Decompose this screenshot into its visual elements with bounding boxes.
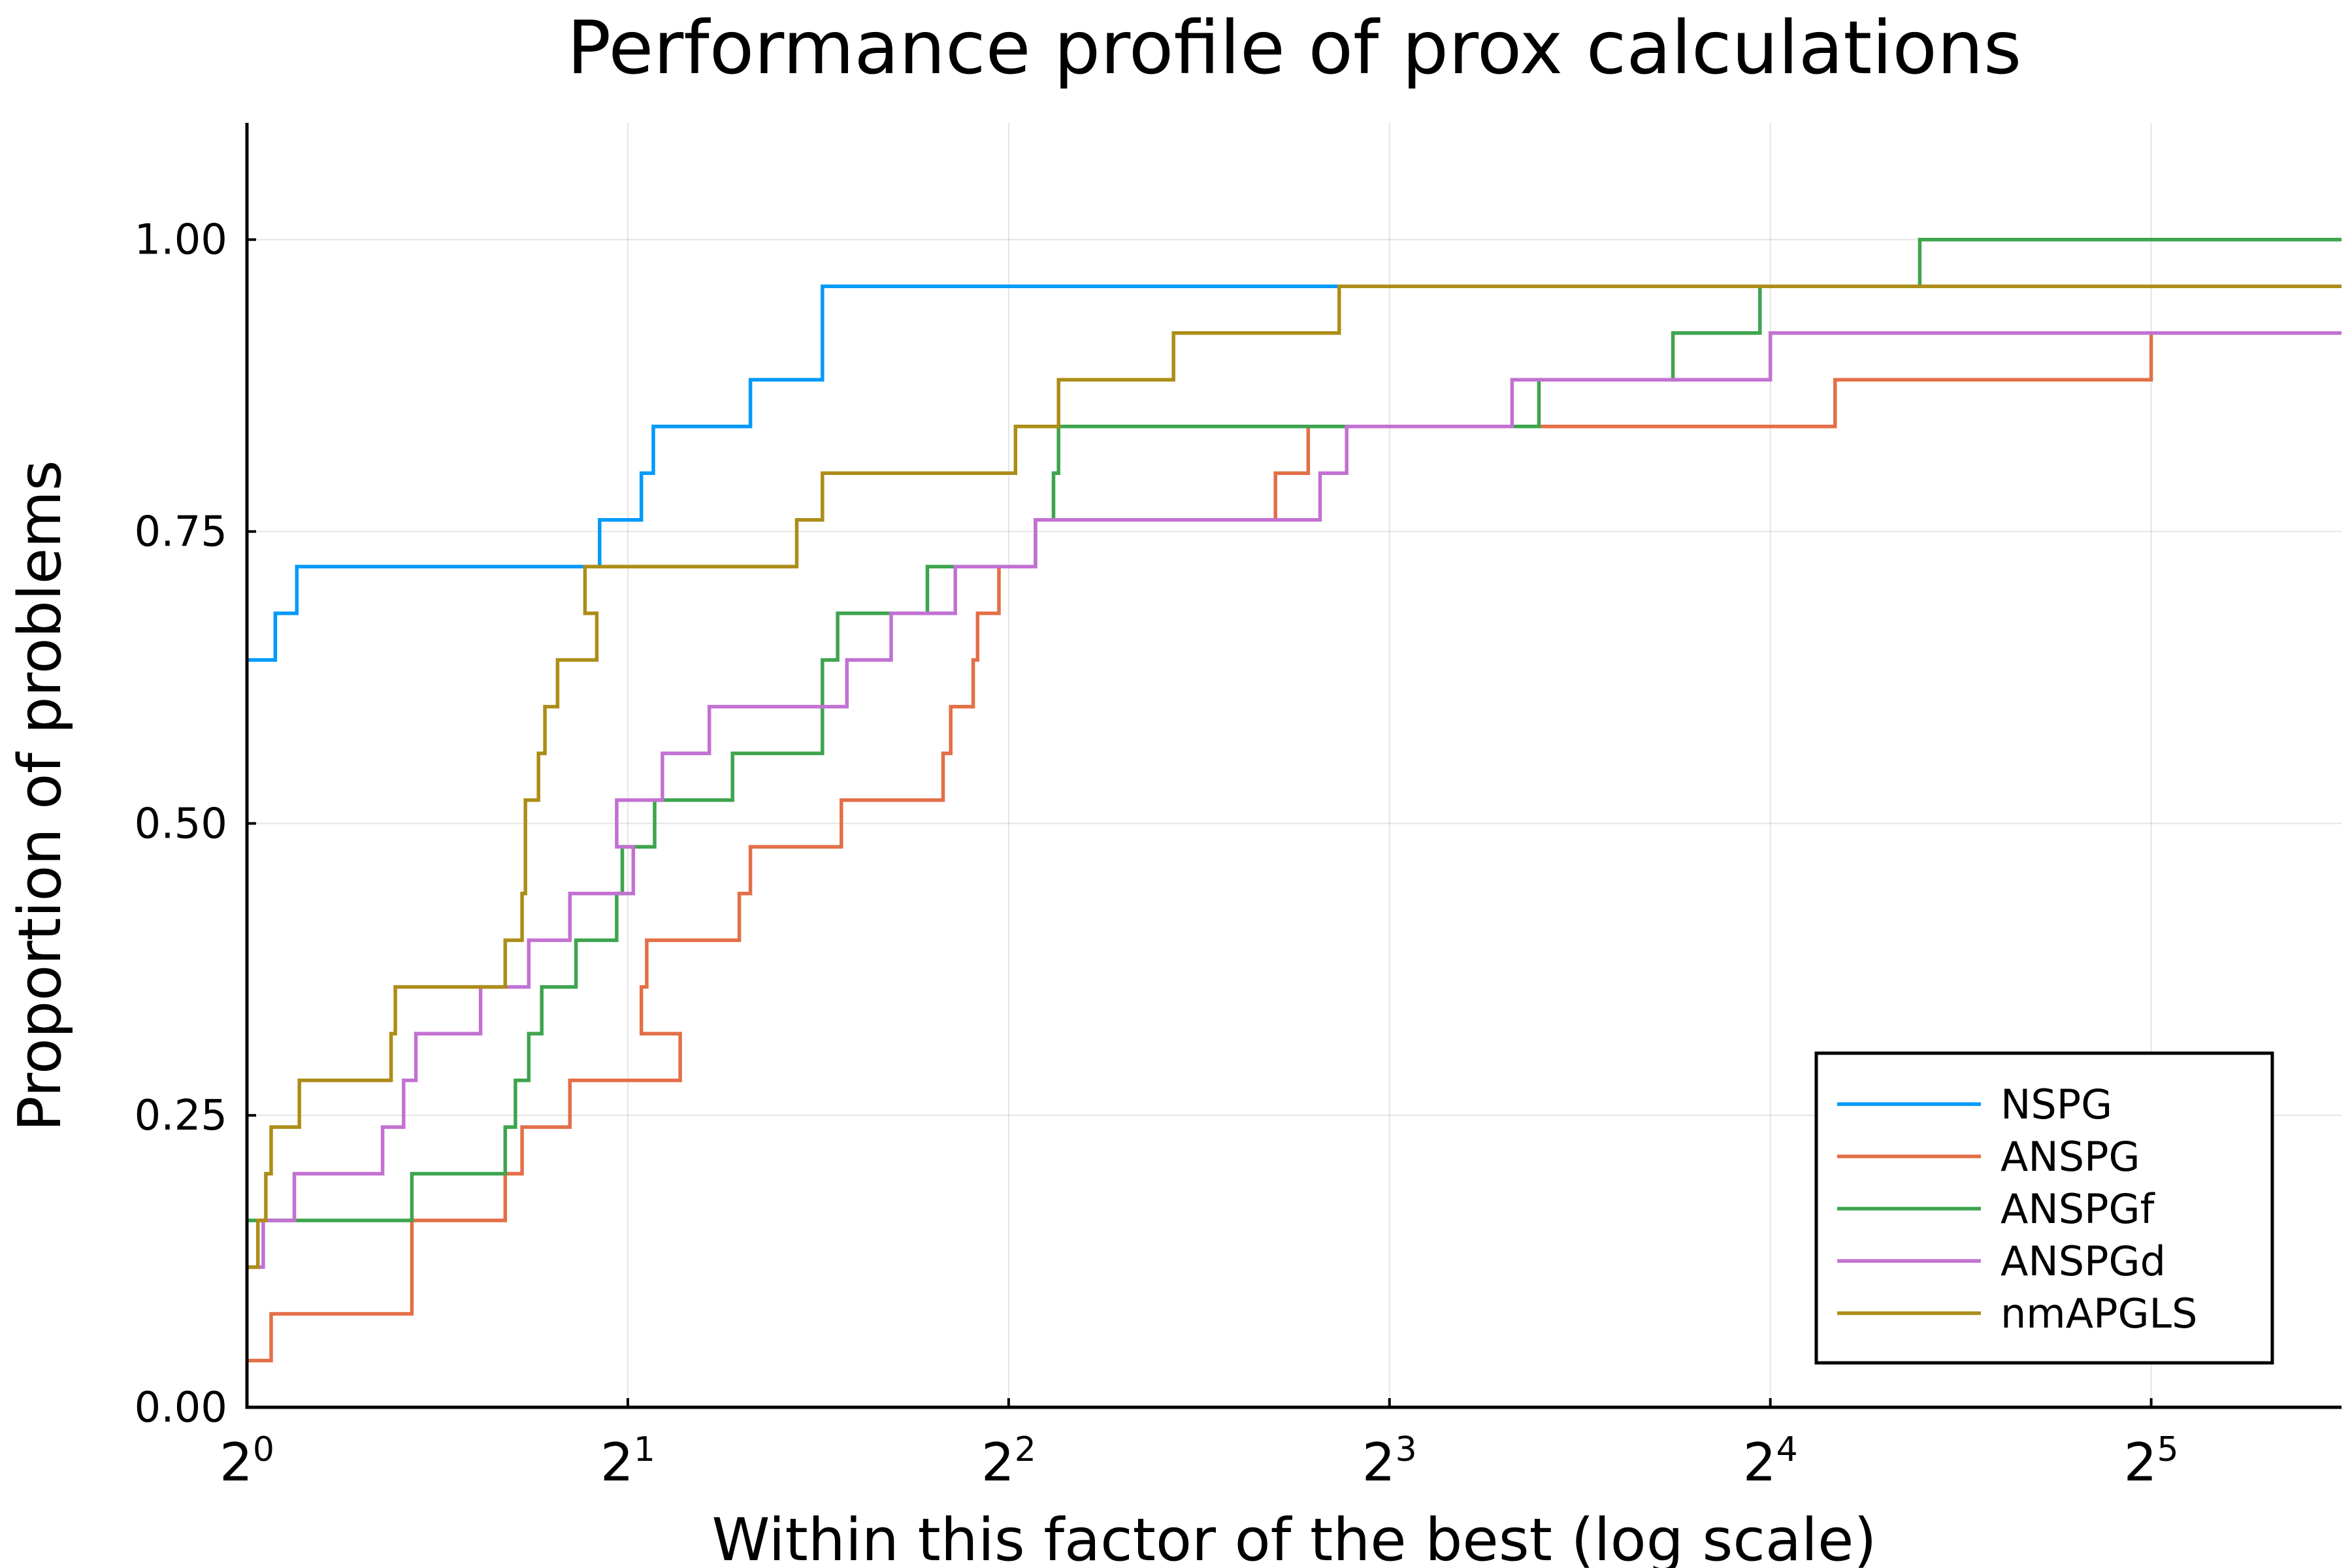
x-axis-label: Within this factor of the best (log scal… — [712, 1506, 1877, 1568]
y-tick-label: 1.00 — [135, 216, 228, 265]
x-tick-label: 22 — [981, 1430, 1036, 1493]
legend-label-anspgf: ANSPGf — [2001, 1185, 2156, 1233]
series-line-nmapgls — [247, 284, 2342, 1269]
axes — [245, 123, 2342, 1409]
x-tick-label: 23 — [1362, 1430, 1417, 1493]
series-line-nspg — [247, 284, 2342, 662]
x-tick-label: 21 — [600, 1430, 655, 1493]
y-tick-label: 0.75 — [135, 508, 228, 557]
chart-title: Performance profile of prox calculations — [567, 6, 2021, 91]
legend-label-nspg: NSPG — [2001, 1081, 2112, 1128]
x-tick-label: 25 — [2124, 1430, 2179, 1493]
legend-label-anspgd: ANSPGd — [2001, 1237, 2166, 1285]
y-tick-labels: 0.00 0.25 0.50 0.75 1.00 — [135, 216, 228, 1432]
x-tick-label: 20 — [220, 1430, 274, 1493]
y-tick-label: 0.00 — [135, 1384, 228, 1432]
series-line-anspgd — [247, 331, 2342, 1269]
series-lines — [247, 237, 2342, 1363]
y-tick-label: 0.50 — [135, 800, 228, 848]
x-tick-labels: 20 21 22 23 24 25 — [220, 1430, 2179, 1493]
legend-label-nmapgls: nmAPGLS — [2001, 1290, 2197, 1337]
legend-label-anspg: ANSPG — [2001, 1133, 2140, 1181]
series-line-anspg — [247, 331, 2342, 1363]
y-axis-label: Proportion of problems — [6, 460, 74, 1132]
y-tick-label: 0.25 — [135, 1092, 228, 1140]
x-tick-label: 24 — [1743, 1430, 1798, 1493]
